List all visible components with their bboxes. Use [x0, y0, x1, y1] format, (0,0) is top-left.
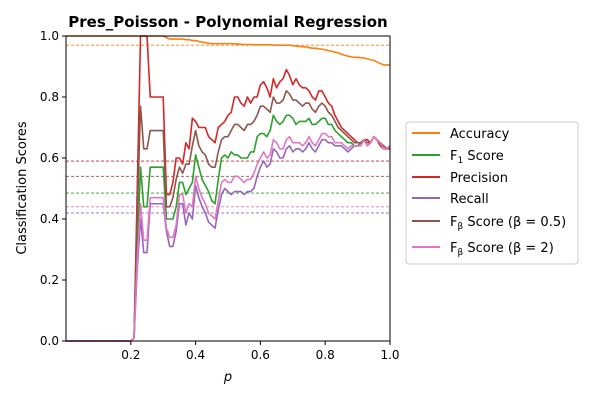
- y-tick-label: 0.2: [40, 273, 59, 287]
- legend-frame: [405, 121, 579, 265]
- y-tick-label: 0.6: [40, 151, 59, 165]
- x-tick-label: 0.4: [186, 348, 205, 362]
- reference-lines: [66, 44, 390, 214]
- legend-label: Fβ Score (β = 0.5): [450, 215, 566, 232]
- legend-label: Accuracy: [450, 127, 510, 142]
- x-tick-label: 0.6: [251, 348, 270, 362]
- legend-label: Recall: [450, 192, 489, 207]
- y-axis: 0.0 0.2 0.4 0.6 0.8 1.0: [40, 29, 66, 348]
- series-line-3: [66, 135, 391, 342]
- x-axis-label: p: [223, 370, 232, 385]
- plot-area-frame: [65, 35, 391, 342]
- x-tick-label: 0.2: [121, 348, 140, 362]
- legend-label: Precision: [450, 171, 508, 186]
- series-line-5: [66, 132, 391, 342]
- series-line-4: [66, 90, 391, 342]
- y-tick-label: 1.0: [40, 29, 59, 43]
- series-lines: [66, 35, 391, 342]
- y-tick-label: 0.0: [40, 334, 59, 348]
- legend-label: F1 Score: [450, 149, 504, 166]
- y-axis-label: Classification Scores: [15, 121, 30, 255]
- chart-title: Pres_Poisson - Polynomial Regression: [68, 13, 387, 31]
- x-axis: 0.2 0.4 0.6 0.8 1.0: [121, 341, 400, 362]
- y-tick-label: 0.8: [40, 90, 59, 104]
- legend: Accuracy F1 Score Precision Recall Fβ Score …: [405, 121, 579, 265]
- x-tick-label: 1.0: [380, 348, 399, 362]
- series-line-0: [66, 35, 390, 66]
- series-line-2: [66, 35, 390, 342]
- x-tick-label: 0.8: [316, 348, 335, 362]
- legend-label: Fβ Score (β = 2): [450, 241, 554, 258]
- series-line-1: [66, 114, 391, 342]
- y-tick-label: 0.4: [40, 212, 59, 226]
